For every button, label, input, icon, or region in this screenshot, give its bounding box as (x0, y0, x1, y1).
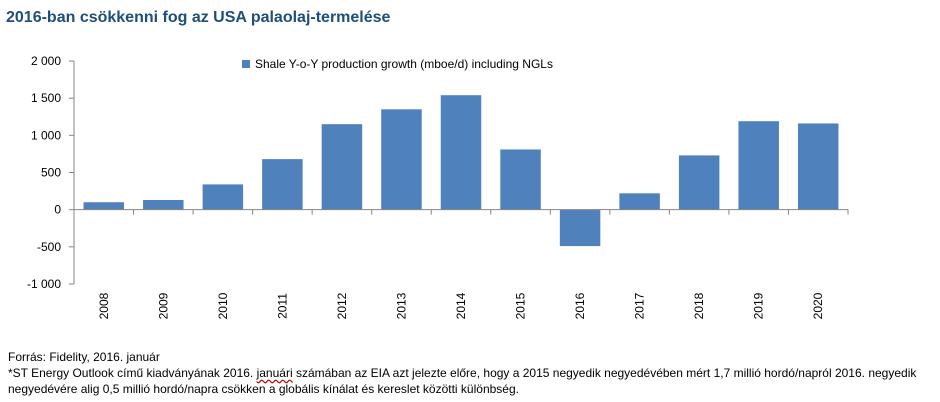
x-tick-label: 2012 (335, 292, 349, 319)
bar-2013 (381, 109, 422, 210)
x-tick-label: 2013 (394, 292, 408, 319)
legend-swatch (242, 60, 250, 68)
x-tick-label: 2009 (156, 292, 170, 319)
footnote-part-2: számában az EIA azt jelezte előre, hogy … (8, 366, 917, 396)
x-tick-label: 2017 (633, 292, 647, 319)
x-tick-label: 2019 (752, 292, 766, 319)
y-tick-label: 1 000 (31, 128, 61, 142)
y-tick-label: -500 (37, 240, 61, 254)
legend-label: Shale Y-o-Y production growth (mboe/d) i… (255, 57, 553, 71)
bar-2008 (83, 202, 125, 210)
x-tick-label: 2020 (811, 292, 825, 319)
x-tick-label: 2018 (692, 292, 706, 319)
x-tick-label: 2015 (514, 292, 528, 319)
x-tick-label: 2008 (97, 292, 111, 319)
x-tick-label: 2016 (573, 292, 587, 319)
bar-2014 (440, 95, 482, 210)
bar-2016 (559, 209, 601, 247)
legend: Shale Y-o-Y production growth (mboe/d) i… (242, 57, 553, 71)
y-tick-label: -1 000 (27, 277, 61, 291)
bar-2009 (143, 200, 184, 210)
x-tick-label: 2010 (216, 292, 230, 319)
source-note: Forrás: Fidelity, 2016. január (8, 350, 160, 364)
y-tick-label: 1 500 (31, 91, 61, 105)
footnote-underlined-word: januári (256, 366, 293, 380)
footnote-part-1: *ST Energy Outlook című kiadványának 201… (8, 366, 257, 380)
x-tick-label: 2014 (454, 292, 468, 319)
bar-2010 (202, 184, 244, 210)
bar-2018 (678, 155, 720, 210)
bar-2012 (321, 124, 363, 210)
y-tick-label: 0 (54, 203, 61, 217)
bar-2019 (738, 121, 779, 210)
y-tick-label: 2 000 (31, 54, 61, 68)
bars (83, 95, 839, 247)
bar-2017 (619, 193, 660, 210)
footnote: *ST Energy Outlook című kiadványának 201… (8, 365, 932, 397)
bar-2011 (262, 159, 303, 210)
x-tick-label: 2011 (275, 293, 289, 319)
y-axis: 2 000 1 500 1 000 500 0 -500 -1 000 (27, 54, 75, 291)
x-axis: 2008 2009 2010 2011 2012 2013 2014 2015 2016 2017… (73, 209, 849, 319)
y-tick-label: 500 (41, 166, 61, 180)
bar-2020 (797, 123, 839, 210)
chart-title: 2016-ban csökkenni fog az USA palaolaj-t… (6, 9, 391, 26)
bar-2015 (500, 149, 541, 210)
